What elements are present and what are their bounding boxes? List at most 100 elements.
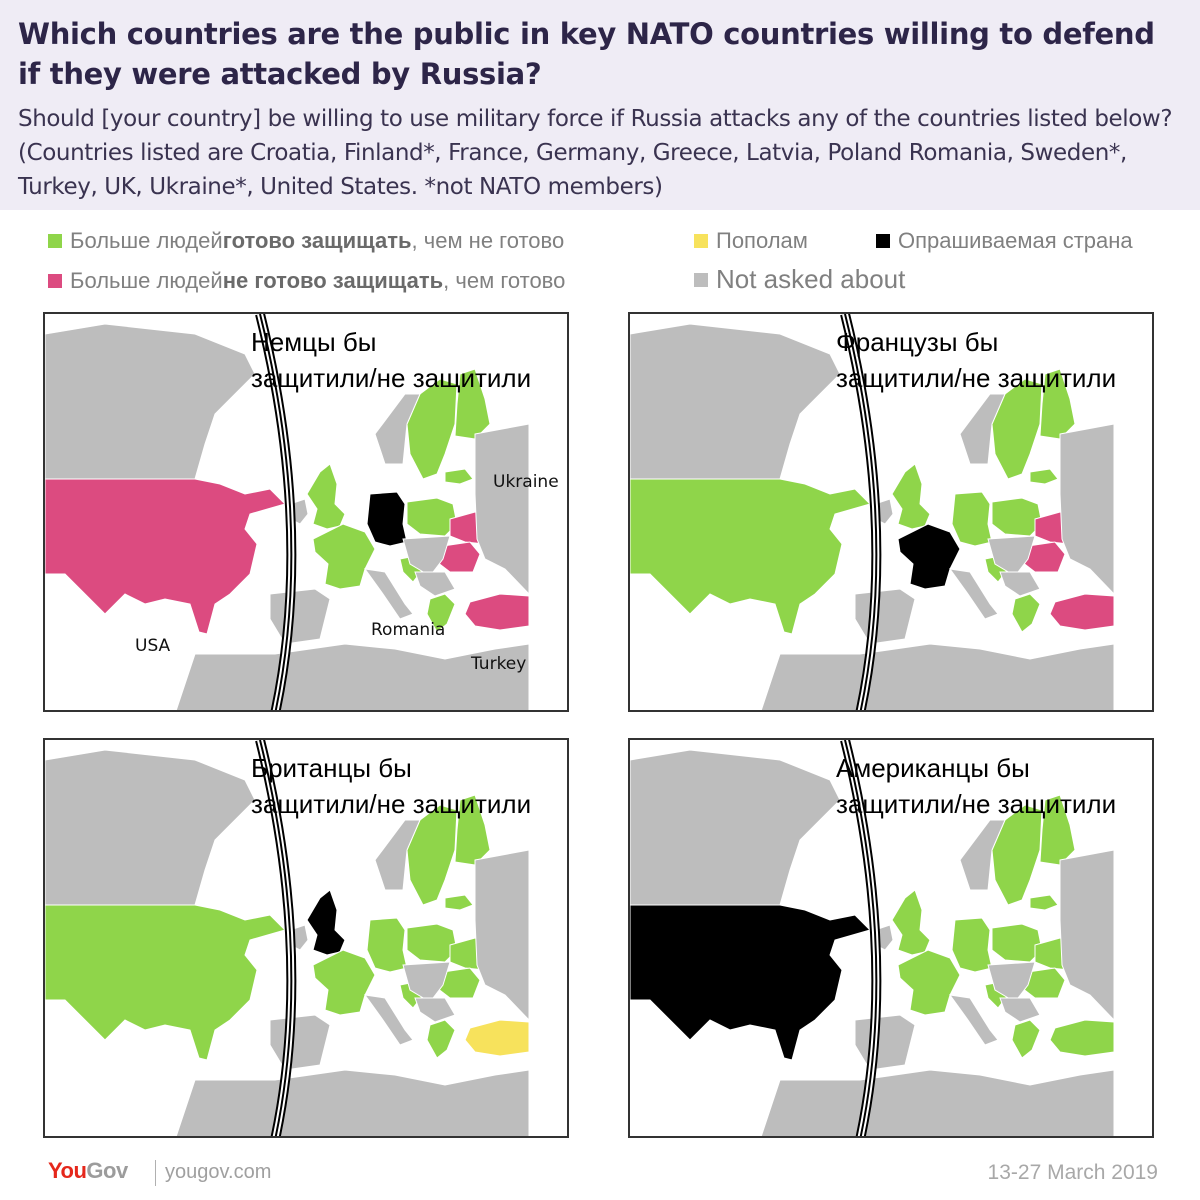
country-united-states	[45, 478, 286, 635]
panel-title-line1: Немцы бы	[251, 327, 377, 357]
annotation-usa: USA	[135, 636, 171, 656]
country-africa	[175, 1069, 530, 1136]
annotation-romania: Romania	[371, 620, 446, 640]
country-latvia	[444, 468, 474, 485]
country-france	[897, 523, 961, 590]
legend-swatch-willing	[48, 234, 62, 248]
legend-not-asked: Not asked about	[694, 264, 905, 295]
country-latvia	[444, 894, 474, 911]
footer-divider	[155, 1160, 156, 1186]
legend-text-bold: готово защищать	[222, 228, 412, 253]
country-balkans	[414, 997, 456, 1023]
country-africa	[760, 1069, 1115, 1136]
country-greece	[426, 593, 456, 633]
panel-title-line2: защитили/не защитили	[251, 789, 532, 819]
site-link[interactable]: yougov.com	[165, 1161, 272, 1183]
legend-text-bold: не готово защищать	[222, 268, 444, 293]
country-germany	[366, 491, 408, 547]
country-uk	[306, 463, 346, 530]
annotation-ukraine: Ukraine	[493, 472, 559, 492]
panel-title-line2: защитили/не защитили	[251, 363, 532, 393]
map-panel-germany: Немцы бы защитили/не защитили USA Ukraine…	[43, 312, 569, 712]
map-break-line-center	[259, 740, 293, 1136]
country-canada	[45, 749, 256, 906]
legend-text: Опрашиваемая страна	[898, 228, 1133, 253]
country-turkey	[1049, 593, 1115, 631]
footer: YouGov yougov.com 13-27 March 2019	[48, 1158, 1158, 1188]
map-svg	[630, 740, 1152, 1136]
logo-gov: Gov	[86, 1158, 128, 1183]
country-central	[987, 961, 1036, 1003]
country-finland	[454, 794, 491, 866]
legend: Больше людей готово защищать, чем не гот…	[48, 228, 1188, 300]
country-latvia	[1029, 468, 1059, 485]
country-balkans	[999, 571, 1041, 597]
legend-willing: Больше людей готово защищать, чем не гот…	[48, 228, 564, 254]
country-central	[402, 535, 451, 577]
country-central	[402, 961, 451, 1003]
legend-split: Пополам	[694, 228, 808, 254]
survey-date: 13-27 March 2019	[987, 1161, 1158, 1184]
country-sweden	[406, 378, 458, 480]
yougov-logo: YouGov	[48, 1158, 128, 1184]
panel-title-line1: Американцы бы	[836, 753, 1030, 783]
country-france	[312, 949, 376, 1016]
country-africa	[760, 643, 1115, 710]
legend-swatch-surveyed	[876, 234, 890, 248]
panel-title: Французы бы защитили/не защитили	[836, 324, 1116, 396]
country-germany	[951, 491, 993, 547]
legend-swatch-unwilling	[48, 274, 62, 288]
legend-text: , чем готово	[443, 268, 566, 293]
header: Which countries are the public in key NA…	[0, 0, 1200, 210]
country-latvia	[1029, 894, 1059, 911]
country-norway	[374, 393, 421, 465]
country-finland	[1039, 368, 1076, 440]
country-canada	[630, 323, 841, 480]
country-norway	[959, 393, 1006, 465]
country-united-states	[630, 478, 871, 635]
country-eastern	[1059, 423, 1115, 596]
country-italy	[948, 568, 999, 620]
chart-subtitle: Should [your country] be willing to use …	[18, 106, 1173, 200]
country-norway	[959, 819, 1006, 891]
country-sweden	[406, 804, 458, 906]
legend-text: Пополам	[716, 228, 808, 253]
country-sweden	[991, 378, 1043, 480]
map-break-line-center	[259, 314, 293, 710]
panel-title: Американцы бы защитили/не защитили	[836, 750, 1116, 822]
country-eastern	[474, 849, 530, 1022]
map-svg	[630, 314, 1152, 710]
map-panel-uk: Британцы бы защитили/не защитили	[43, 738, 569, 1138]
map-panel-france: Французы бы защитили/не защитили	[628, 312, 1154, 712]
country-france	[897, 949, 961, 1016]
country-africa	[175, 643, 530, 710]
country-france	[312, 523, 376, 590]
map-svg	[45, 314, 567, 710]
legend-text: Больше людей	[70, 268, 223, 293]
legend-text: , чем не готово	[411, 228, 565, 253]
country-uk	[891, 889, 931, 956]
country-canada	[45, 323, 256, 480]
chart-title: Which countries are the public in key NA…	[18, 17, 1155, 91]
country-canada	[630, 749, 841, 906]
legend-text: Not asked about	[716, 264, 906, 294]
map-panel-usa: Американцы бы защитили/не защитили	[628, 738, 1154, 1138]
map-svg	[45, 740, 567, 1136]
annotation-turkey: Turkey	[471, 654, 527, 674]
country-greece	[426, 1019, 456, 1059]
panel-title-line2: защитили/не защитили	[836, 789, 1117, 819]
legend-swatch-split	[694, 234, 708, 248]
country-italy	[948, 994, 999, 1046]
country-italy	[363, 994, 414, 1046]
country-turkey	[464, 1019, 530, 1057]
logo-you: You	[48, 1158, 87, 1183]
country-finland	[454, 368, 491, 440]
country-united-states	[45, 904, 286, 1061]
country-italy	[363, 568, 414, 620]
legend-unwilling: Больше людей не готово защищать, чем гот…	[48, 268, 565, 294]
country-turkey	[1049, 1019, 1115, 1057]
legend-surveyed: Опрашиваемая страна	[876, 228, 1133, 254]
country-greece	[1011, 1019, 1041, 1059]
map-break-line-center	[844, 740, 878, 1136]
map-break-line-center	[844, 314, 878, 710]
